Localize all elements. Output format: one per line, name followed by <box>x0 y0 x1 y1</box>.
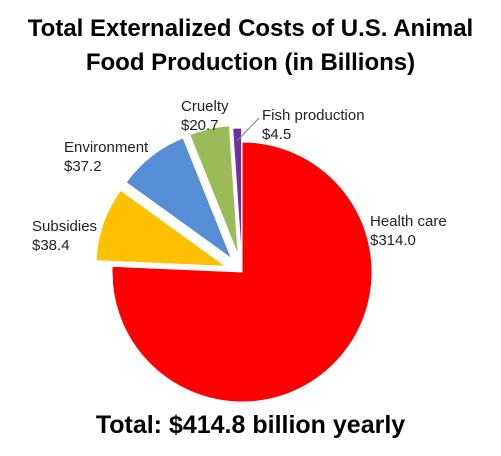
slice-label-name: Subsidies <box>32 218 97 235</box>
slice-label-environment: Environment $37.2 <box>64 139 149 175</box>
slice-label-name: Environment <box>64 139 149 156</box>
slice-label-value: $38.4 <box>32 237 70 254</box>
slice-label-name: Fish production <box>262 107 365 124</box>
slice-label-fish-production: Fish production $4.5 <box>262 107 365 143</box>
slice-label-value: $37.2 <box>64 158 102 175</box>
slice-label-value: $20.7 <box>181 117 219 134</box>
pie-slice-fish-production <box>232 127 243 259</box>
slice-label-name: Health care <box>370 213 447 230</box>
total-summary: Total: $414.8 billion yearly <box>95 411 406 439</box>
slice-label-health-care: Health care $314.0 <box>370 213 447 249</box>
slice-label-subsidies: Subsidies $38.4 <box>32 218 97 254</box>
chart-title: Total Externalized Costs of U.S. Animal … <box>0 12 501 80</box>
slice-label-cruelty: Cruelty $20.7 <box>181 98 229 134</box>
slice-label-value: $314.0 <box>370 232 416 249</box>
chart-title-line-1: Total Externalized Costs of U.S. Animal <box>27 15 474 42</box>
pie-slice-cruelty <box>189 125 239 256</box>
pie-slice-health-care <box>111 141 373 403</box>
leader-line-fish-production <box>236 117 260 142</box>
chart-title-line-2: Food Production (in Billions) <box>85 49 416 76</box>
pie-slice-subsidies <box>95 189 228 267</box>
pie-slice-environment <box>125 137 233 261</box>
slice-label-name: Cruelty <box>181 98 229 115</box>
slice-label-value: $4.5 <box>262 126 291 143</box>
